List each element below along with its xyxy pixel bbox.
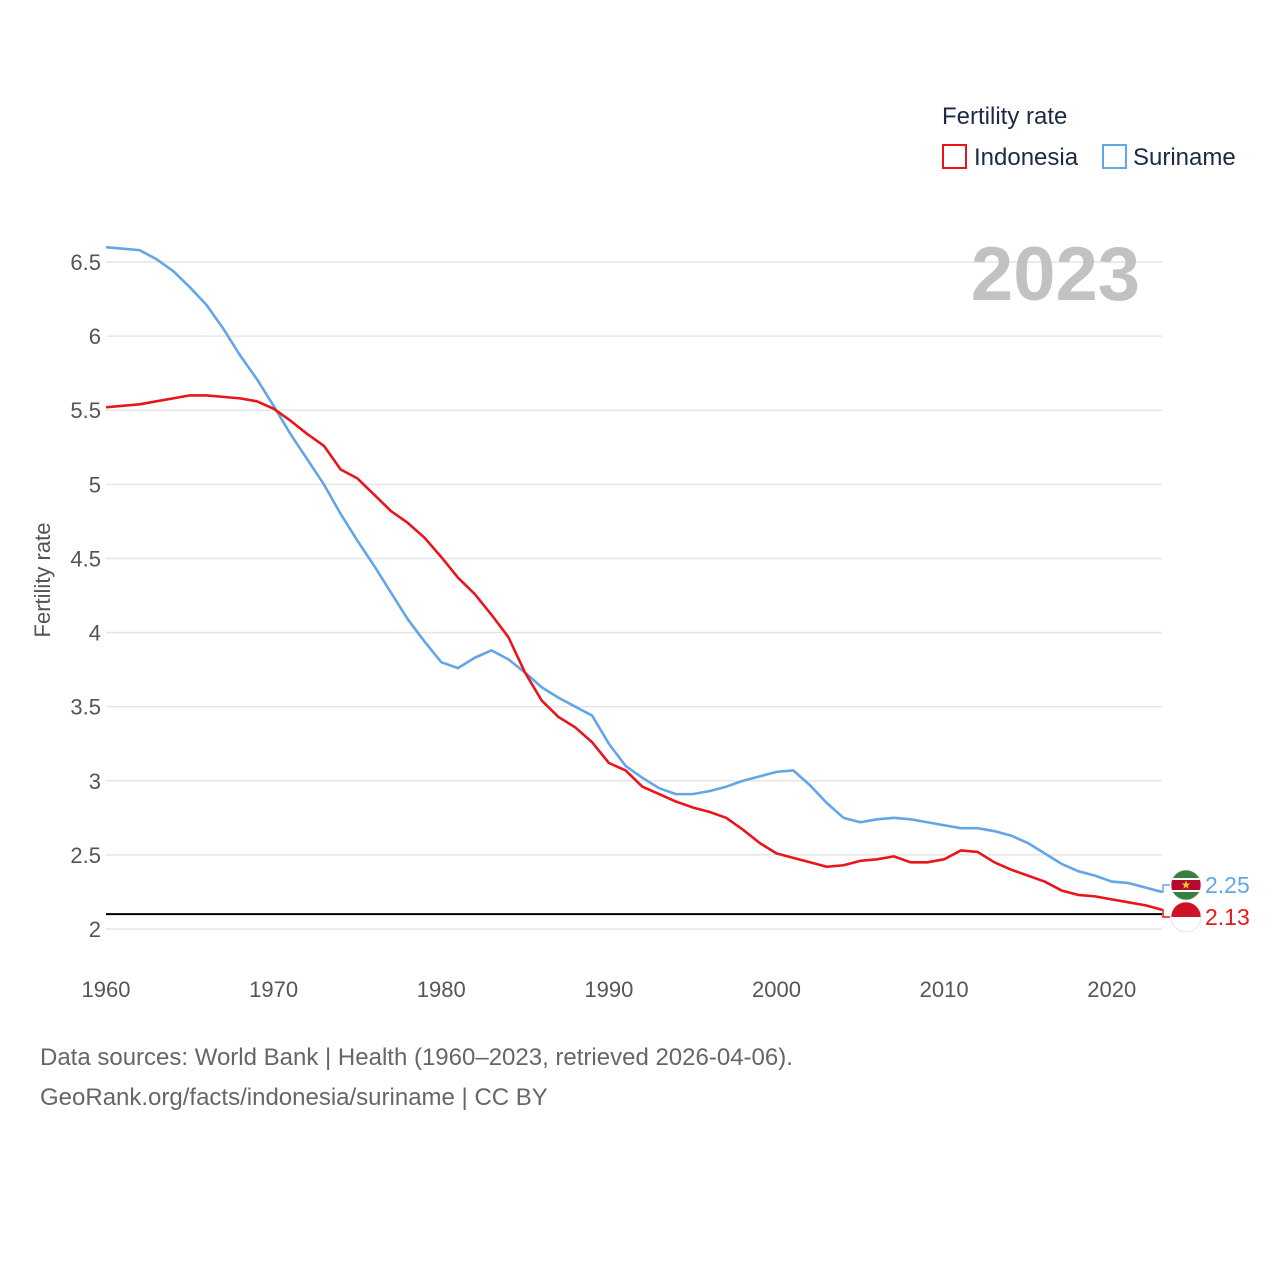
legend-swatch-indonesia[interactable] — [942, 144, 967, 169]
x-tick-label-1990: 1990 — [584, 977, 633, 1002]
y-tick-label-2: 2 — [89, 917, 101, 942]
source-line-1: Data sources: World Bank | Health (1960–… — [40, 1044, 793, 1071]
x-tick-label-2000: 2000 — [752, 977, 801, 1002]
y-axis-ticks: 2 2.5 3 3.5 4 4.5 5 5.5 6 6.5 — [70, 250, 101, 942]
gridlines — [106, 261, 1162, 930]
end-value-label-suriname: 2.25 — [1205, 872, 1250, 898]
x-axis-ticks: 1960 1970 1980 1990 2000 2010 2020 — [82, 977, 1137, 1002]
y-tick-label-6.5: 6.5 — [70, 250, 101, 275]
year-label: 2023 — [971, 232, 1140, 317]
legend-label-indonesia[interactable]: Indonesia — [974, 144, 1079, 171]
legend: Fertility rate Indonesia Suriname — [942, 103, 1236, 171]
end-markers: 2.25 2.13 — [1162, 869, 1250, 933]
series-line-suriname[interactable] — [105, 245, 1163, 894]
y-tick-label-5.5: 5.5 — [70, 398, 101, 423]
end-value-label-indonesia: 2.13 — [1205, 904, 1250, 930]
y-tick-label-4: 4 — [89, 621, 101, 646]
series-lines — [105, 245, 1163, 911]
x-tick-label-1960: 1960 — [82, 977, 131, 1002]
end-connector-indonesia — [1162, 908, 1170, 918]
x-tick-label-2010: 2010 — [920, 977, 969, 1002]
x-tick-label-1980: 1980 — [417, 977, 466, 1002]
y-tick-label-3: 3 — [89, 769, 101, 794]
legend-label-suriname[interactable]: Suriname — [1133, 144, 1236, 171]
y-tick-label-5: 5 — [89, 472, 101, 497]
y-tick-label-3.5: 3.5 — [70, 695, 101, 720]
series-line-indonesia[interactable] — [105, 394, 1163, 911]
x-tick-label-1970: 1970 — [249, 977, 298, 1002]
flag-indonesia-icon — [1170, 901, 1202, 933]
y-tick-label-6: 6 — [89, 324, 101, 349]
legend-swatch-suriname[interactable] — [1102, 144, 1127, 169]
x-tick-label-2020: 2020 — [1087, 977, 1136, 1002]
source-line-2: GeoRank.org/facts/indonesia/suriname | C… — [40, 1084, 548, 1111]
y-tick-label-4.5: 4.5 — [70, 546, 101, 571]
y-tick-label-2.5: 2.5 — [70, 843, 101, 868]
legend-title: Fertility rate — [942, 103, 1067, 130]
flag-suriname-icon — [1170, 869, 1202, 901]
end-connector-suriname — [1162, 884, 1170, 893]
y-axis-title: Fertility rate — [30, 523, 55, 638]
